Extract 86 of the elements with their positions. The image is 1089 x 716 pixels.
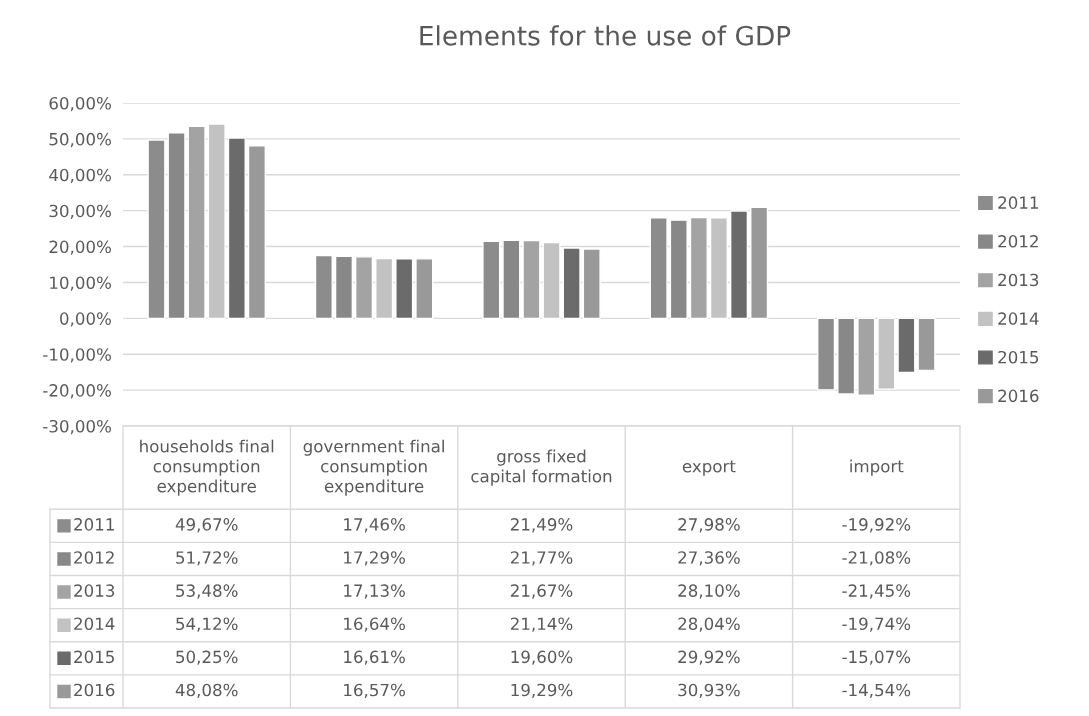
legend-label: 2014 [998, 312, 1039, 325]
bar [562, 247, 581, 320]
data-label: 19,29% [511, 683, 573, 698]
y-tick-label: 0,00% [60, 312, 111, 327]
chart-title: Elements for the use of GDP [420, 25, 791, 46]
legend-label: 2015 [998, 350, 1039, 364]
bar [247, 145, 266, 320]
bar [729, 210, 749, 320]
text: 2012 [74, 551, 114, 564]
data-label: 27,98% [678, 518, 740, 533]
text: 2015 [74, 650, 114, 664]
y-tick-label: 40,00% [49, 168, 111, 184]
y-tick-label: -20,00% [43, 384, 111, 399]
data-label: 54,12% [176, 617, 238, 632]
data-label: 17,13% [344, 584, 405, 599]
bar [167, 132, 186, 320]
bar [669, 219, 688, 320]
y-tick-label: 30,00% [49, 204, 111, 219]
data-label: 21,14% [510, 617, 573, 632]
data-label: 49,67% [175, 518, 238, 533]
data-label: -15,07% [842, 650, 911, 665]
bar [582, 248, 601, 320]
data-label: 21,49% [510, 518, 573, 533]
bar [750, 206, 769, 320]
bar [857, 317, 876, 397]
bar [837, 317, 856, 395]
x-tick-label: government final consumption expenditure [303, 439, 444, 496]
data-label: 50,25% [176, 650, 238, 665]
data-label: 16,57% [344, 683, 405, 698]
data-label: 16,64% [344, 617, 405, 632]
bar [334, 255, 354, 320]
data-label: 16,61% [344, 650, 405, 665]
bar [502, 239, 521, 320]
bar [649, 217, 668, 320]
legend-label: 2016 [998, 389, 1039, 403]
data-label: 27,36% [678, 551, 740, 566]
data-label: -21,08% [842, 551, 911, 566]
legend-label: 2013 [998, 273, 1039, 287]
bar [314, 254, 333, 320]
bar [917, 317, 936, 372]
bar [689, 216, 708, 320]
data-label: 53,48% [176, 584, 238, 599]
data-label: -21,45% [842, 584, 911, 599]
x-tick-label: gross fixed capital formation [471, 449, 612, 486]
data-label: -14,54% [842, 683, 911, 698]
data-label: -19,74% [842, 617, 911, 632]
bar [227, 137, 246, 320]
x-tick-label: import [850, 459, 904, 476]
data-label: 51,72% [176, 551, 238, 566]
data-label: 29,92% [678, 650, 740, 665]
data-label: 17,46% [344, 518, 405, 533]
data-label: 21,77% [510, 551, 573, 566]
text: 2011 [998, 196, 1038, 209]
text: 2013 [74, 584, 115, 597]
data-label: 30,93% [678, 683, 740, 698]
y-tick-label: -30,00% [43, 419, 111, 435]
y-tick-label: -10,00% [43, 348, 111, 363]
data-label: -19,92% [842, 518, 911, 533]
legend-label: 2012 [998, 235, 1038, 248]
y-tick-label: 10,00% [50, 276, 111, 291]
data-label: 48,08% [175, 683, 238, 698]
bar [817, 317, 836, 391]
bar [354, 256, 374, 320]
bar [415, 258, 434, 320]
bar [187, 125, 206, 320]
y-tick-label: 60,00% [49, 96, 111, 112]
text: 2016 [74, 683, 115, 697]
bar [207, 123, 226, 320]
x-tick-label: households final consumption expenditure [140, 439, 274, 496]
data-label: 28,04% [678, 617, 740, 632]
data-label: 21,67% [510, 584, 573, 599]
bar [482, 240, 501, 320]
data-label: 19,60% [511, 650, 573, 665]
legend-label: 2011 [74, 518, 114, 531]
text: 2014 [74, 617, 115, 631]
y-tick-label: 50,00% [49, 132, 111, 148]
y-tick-label: 20,00% [49, 240, 111, 255]
bar [877, 317, 896, 390]
data-label: 17,29% [344, 551, 405, 566]
x-tick-label: export [682, 460, 736, 476]
bar [147, 139, 166, 320]
bar [375, 257, 394, 320]
bar [897, 317, 916, 374]
bar [709, 217, 729, 320]
data-label: 28,10% [678, 584, 740, 599]
bar [395, 258, 414, 320]
